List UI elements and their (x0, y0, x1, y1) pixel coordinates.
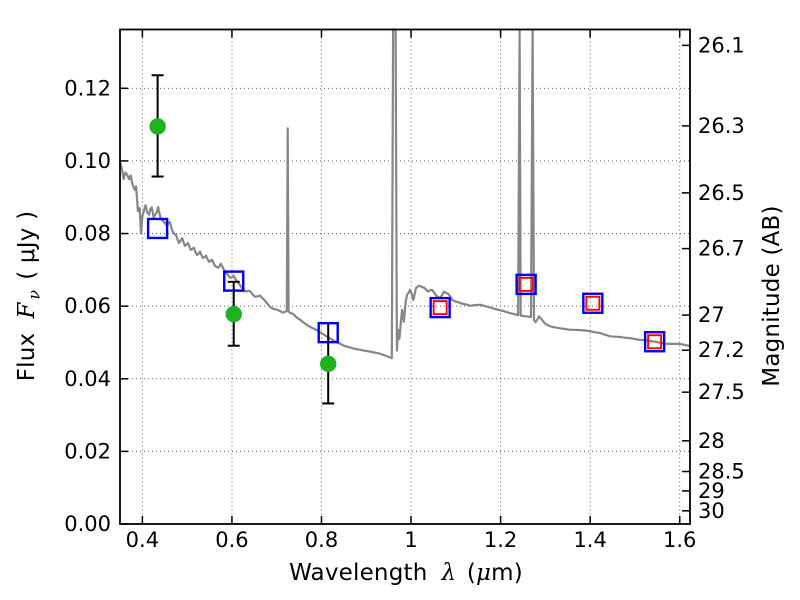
y-tick-label-mag: 27.5 (698, 380, 745, 404)
green-circle-marker (320, 355, 337, 373)
x-axis-label-text: Wavelength (289, 560, 428, 586)
blue-square-marker (429, 296, 451, 319)
x-tick-label: 0.4 (126, 528, 159, 552)
blue-square-marker (515, 273, 537, 296)
flux-label-text: Flux (14, 332, 40, 382)
x-tick-label: 0.8 (305, 528, 338, 552)
y-tick-label-mag: 28 (698, 429, 725, 453)
y-axis-label-right: Magnitude (AB) (759, 205, 785, 386)
magnitude-label-text: Magnitude (AB) (759, 205, 785, 387)
y-tick-label-flux: 0.10 (64, 149, 111, 173)
axis-ticks (120, 29, 690, 525)
y-tick-label-mag: 29 (698, 479, 725, 503)
red-square-marker (432, 300, 448, 316)
model-spectrum-line (118, 28, 692, 360)
grid-lines (120, 29, 690, 524)
y-tick-label-mag: 26.5 (698, 181, 745, 205)
blue-square-marker (643, 331, 666, 353)
y-tick-label-mag: 27.2 (698, 338, 745, 362)
y-tick-label-mag: 26.7 (698, 237, 745, 261)
plot-frame (119, 28, 691, 525)
green-circle-marker (225, 305, 242, 323)
red-square-marker (647, 334, 663, 350)
x-tick-label: 1.6 (663, 528, 696, 552)
x-axis-label: Wavelength λ (μm) (289, 560, 523, 586)
tick-labels: 0.4 0.6 0.8 1 1.2 1.4 1.6 0.00 0.02 0.04 0.06 0.08 0… (64, 33, 745, 552)
x-tick-label: 1.2 (484, 528, 517, 552)
y-tick-label-mag: 30 (698, 499, 725, 523)
y-tick-label-flux: 0.12 (64, 76, 111, 100)
red-square-marker (585, 295, 601, 311)
mu-symbol: μ (476, 560, 492, 586)
blue-square-marker (223, 270, 245, 292)
y-tick-label-flux: 0.00 (64, 512, 111, 536)
y-tick-label-flux: 0.08 (64, 222, 111, 246)
blue-square-marker (317, 321, 339, 344)
lambda-symbol: λ (441, 560, 457, 586)
y-tick-label-flux: 0.06 (64, 294, 111, 318)
x-tick-label: 1 (404, 528, 417, 552)
red-square-marker (518, 276, 534, 292)
x-axis-unit-open: ( (466, 560, 476, 586)
flux-unit: ( μJy ) (14, 210, 40, 280)
blue-square-marker (146, 217, 169, 240)
observed-photometry-points (149, 74, 337, 405)
y-tick-label-mag: 26.1 (698, 33, 745, 57)
y-tick-label-mag: 26.3 (698, 114, 745, 138)
flux-math-symbol: F (14, 302, 40, 319)
y-tick-label-mag: 27 (698, 303, 725, 327)
y-tick-label-mag: 28.5 (698, 460, 745, 484)
flux-math-subscript: ν (24, 289, 44, 300)
y-tick-label-flux: 0.04 (64, 367, 111, 391)
x-axis-unit-close: m) (491, 560, 523, 586)
y-tick-label-flux: 0.02 (64, 439, 111, 463)
x-tick-label: 1.4 (573, 528, 606, 552)
model-photometry-squares (146, 217, 666, 353)
blue-square-marker (582, 292, 604, 314)
x-tick-label: 0.6 (215, 528, 248, 552)
green-circle-marker (149, 118, 166, 135)
y-axis-label-left: Flux Fν ( μJy ) (14, 210, 44, 382)
